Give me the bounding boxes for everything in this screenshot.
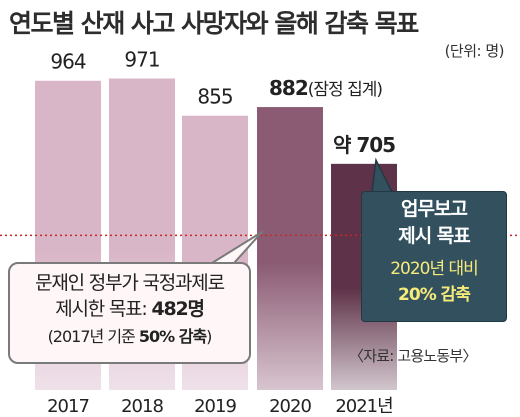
target-callout-line3-text: (2017년 기준 xyxy=(47,327,139,346)
unit-label: (단위: 명) xyxy=(444,42,505,60)
report-goal-line3: 2020년 대비 xyxy=(390,259,479,279)
category-label-2019: 2019 xyxy=(194,396,236,417)
value-label-2018: 971 xyxy=(124,48,159,72)
report-goal-line2: 제시 목표 xyxy=(398,225,471,247)
source-note: 〈자료: 고용노동부〉 xyxy=(349,347,477,365)
value-label-2019: 855 xyxy=(197,85,232,109)
value-label-2021년: 약 705 xyxy=(333,133,395,157)
chart-title: 연도별 산재 사고 사망자와 올해 감축 목표 xyxy=(9,9,419,38)
value-label-2020: 882(잠정 집계) xyxy=(269,76,382,100)
category-label-2021년: 2021년 xyxy=(335,396,392,417)
target-callout-line1: 문재인 정부가 국정과제로 xyxy=(35,272,225,294)
value-label-2017: 964 xyxy=(50,50,85,74)
category-label-2020: 2020 xyxy=(269,396,311,417)
report-goal-line1: 업무보고 xyxy=(401,198,468,220)
category-label-2018: 2018 xyxy=(121,396,163,417)
category-label-2017: 2017 xyxy=(47,396,89,417)
target-callout-value: 482명 xyxy=(151,298,205,320)
report-goal-callout: 업무보고 제시 목표 2020년 대비 20% 감축 xyxy=(361,191,507,322)
target-callout-line3: (2017년 기준 50% 감축) xyxy=(10,324,249,350)
report-goal-line4: 20% 감축 xyxy=(398,285,471,305)
target-callout-line2-text: 제시한 목표: xyxy=(55,298,152,320)
target-callout: 문재인 정부가 국정과제로 제시한 목표: 482명 (2017년 기준 50%… xyxy=(8,262,251,364)
bar-2020 xyxy=(257,107,323,391)
target-callout-line3-close: ) xyxy=(206,327,212,346)
target-callout-reduction: 50% 감축 xyxy=(138,327,207,346)
target-callout-line2: 제시한 목표: 482명 xyxy=(10,296,249,322)
